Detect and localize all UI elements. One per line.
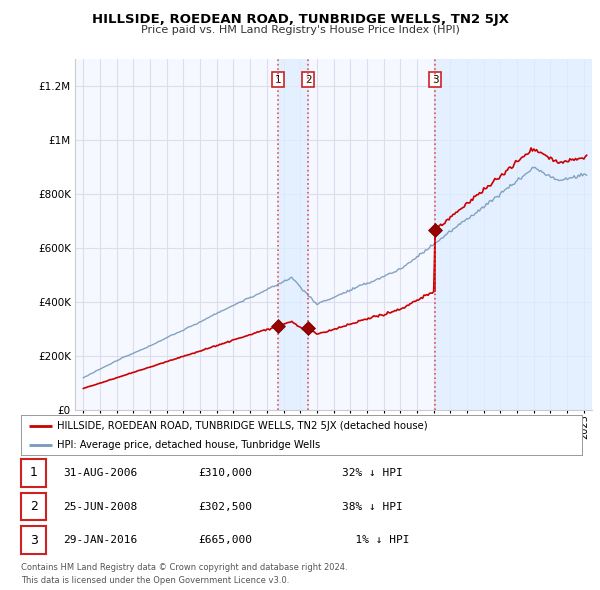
Text: Price paid vs. HM Land Registry's House Price Index (HPI): Price paid vs. HM Land Registry's House …	[140, 25, 460, 35]
Text: 3: 3	[29, 533, 38, 547]
Text: HILLSIDE, ROEDEAN ROAD, TUNBRIDGE WELLS, TN2 5JX: HILLSIDE, ROEDEAN ROAD, TUNBRIDGE WELLS,…	[91, 13, 509, 26]
Text: 3: 3	[432, 75, 439, 85]
Text: 32% ↓ HPI: 32% ↓ HPI	[342, 468, 403, 478]
Text: 1: 1	[29, 466, 38, 480]
Text: HPI: Average price, detached house, Tunbridge Wells: HPI: Average price, detached house, Tunb…	[58, 441, 321, 450]
Text: 31-AUG-2006: 31-AUG-2006	[63, 468, 137, 478]
Text: 38% ↓ HPI: 38% ↓ HPI	[342, 502, 403, 512]
Text: 1% ↓ HPI: 1% ↓ HPI	[342, 535, 409, 545]
Text: 1: 1	[275, 75, 281, 85]
Bar	[435, 59, 592, 410]
Text: £665,000: £665,000	[198, 535, 252, 545]
Text: 29-JAN-2016: 29-JAN-2016	[63, 535, 137, 545]
Text: HILLSIDE, ROEDEAN ROAD, TUNBRIDGE WELLS, TN2 5JX (detached house): HILLSIDE, ROEDEAN ROAD, TUNBRIDGE WELLS,…	[58, 421, 428, 431]
Text: 2: 2	[305, 75, 311, 85]
Text: 25-JUN-2008: 25-JUN-2008	[63, 502, 137, 512]
Text: £302,500: £302,500	[198, 502, 252, 512]
Text: Contains HM Land Registry data © Crown copyright and database right 2024.: Contains HM Land Registry data © Crown c…	[21, 563, 347, 572]
Bar	[582, 59, 592, 410]
Text: £310,000: £310,000	[198, 468, 252, 478]
Bar	[278, 59, 308, 410]
Text: This data is licensed under the Open Government Licence v3.0.: This data is licensed under the Open Gov…	[21, 576, 289, 585]
Text: 2: 2	[29, 500, 38, 513]
